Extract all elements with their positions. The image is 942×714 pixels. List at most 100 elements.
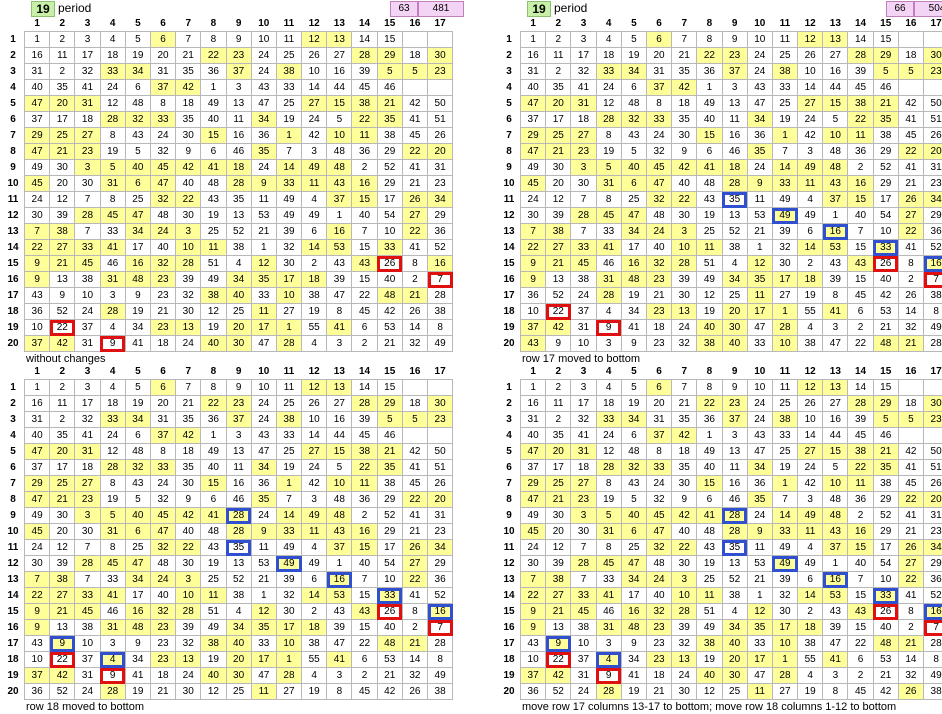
grid-cell: 1 xyxy=(747,240,772,256)
grid-cell: 8 xyxy=(596,540,621,556)
grid-cell: 35 xyxy=(251,272,276,288)
grid-cell: 15 xyxy=(848,588,873,604)
grid-cell: 11 xyxy=(352,476,377,492)
grid-cell: 6 xyxy=(150,380,175,396)
grid-cell: 7 xyxy=(571,572,596,588)
grid-cell: 16 xyxy=(823,412,848,428)
grid-cell: 17 xyxy=(125,588,150,604)
row-header: 2 xyxy=(2,396,25,412)
grid-cell: 16 xyxy=(352,524,377,540)
grid-cell: 3 xyxy=(75,32,100,48)
column-header: 1 xyxy=(25,17,50,32)
grid-cell: 24 xyxy=(302,460,327,476)
grid-cell: 38 xyxy=(352,96,377,112)
corner-cell xyxy=(498,17,521,32)
grid-cell: 41 xyxy=(402,112,427,128)
grid-cell: 6 xyxy=(798,572,823,588)
grid-cell: 16 xyxy=(25,48,50,64)
grid-cell: 27 xyxy=(50,588,75,604)
grid-cell: 39 xyxy=(327,272,352,288)
grid-cell: 52 xyxy=(428,588,453,604)
grid-cell: 35 xyxy=(747,492,772,508)
grid-cell: 26 xyxy=(428,476,453,492)
grid-cell: 14 xyxy=(302,80,327,96)
grid-cell: 40 xyxy=(176,524,201,540)
grid-cell xyxy=(924,380,942,396)
grid-cell: 10 xyxy=(176,240,201,256)
grid-cell: 1 xyxy=(772,128,797,144)
grid-cell: 35 xyxy=(251,620,276,636)
grid-cell: 13 xyxy=(722,556,747,572)
grid-cell: 35 xyxy=(873,112,898,128)
grid-cell: 31 xyxy=(646,64,671,80)
grid-cell: 33 xyxy=(276,176,301,192)
grid-cell: 38 xyxy=(428,684,453,700)
grid-cell: 37 xyxy=(25,668,50,684)
grid-cell: 24 xyxy=(798,460,823,476)
grid-cell: 8 xyxy=(428,652,453,668)
grid-cell: 14 xyxy=(402,652,427,668)
row-header: 16 xyxy=(498,620,521,636)
grid-cell: 44 xyxy=(327,428,352,444)
grid-cell: 12 xyxy=(302,32,327,48)
grid-cell: 29 xyxy=(924,556,942,572)
grid-cell: 21 xyxy=(402,176,427,192)
grid-cell: 28 xyxy=(772,668,797,684)
grid-cell: 39 xyxy=(848,64,873,80)
column-header: 1 xyxy=(25,365,50,380)
grid-cell: 13 xyxy=(226,556,251,572)
grid-cell: 16 xyxy=(327,64,352,80)
grid-cell: 9 xyxy=(25,272,50,288)
grid-cell: 15 xyxy=(352,588,377,604)
grid-cell: 30 xyxy=(75,524,100,540)
grid-cell: 53 xyxy=(747,556,772,572)
grid-cell: 4 xyxy=(596,32,621,48)
grid-cell: 25 xyxy=(276,444,301,460)
grid-cell: 12 xyxy=(697,684,722,700)
grid-cell: 43 xyxy=(823,524,848,540)
grid-cell: 41 xyxy=(898,112,923,128)
grid-cell: 12 xyxy=(697,288,722,304)
grid-cell: 3 xyxy=(302,144,327,160)
grid-cell: 52 xyxy=(546,684,571,700)
grid-cell: 6 xyxy=(798,224,823,240)
grid-cell: 47 xyxy=(25,96,50,112)
row-header: 3 xyxy=(498,64,521,80)
grid-cell: 9 xyxy=(25,620,50,636)
grid-cell: 7 xyxy=(924,272,942,288)
grid-cell: 5 xyxy=(621,144,646,160)
grid-cell: 55 xyxy=(302,652,327,668)
grid-cell: 28 xyxy=(428,288,453,304)
column-header: 4 xyxy=(100,17,125,32)
row-header: 12 xyxy=(498,208,521,224)
grid-cell: 46 xyxy=(596,604,621,620)
grid-cell: 15 xyxy=(848,620,873,636)
grid-cell: 25 xyxy=(125,540,150,556)
grid-cell: 49 xyxy=(276,540,301,556)
grid-cell: 25 xyxy=(546,128,571,144)
row-header: 14 xyxy=(498,588,521,604)
grid-cell: 41 xyxy=(402,588,427,604)
grid-cell: 34 xyxy=(226,620,251,636)
grid-cell: 43 xyxy=(352,604,377,620)
grid-cell: 24 xyxy=(150,128,175,144)
grid-cell: 12 xyxy=(100,444,125,460)
grid-cell: 30 xyxy=(75,176,100,192)
grid-cell: 23 xyxy=(646,272,671,288)
grid-cell: 10 xyxy=(798,64,823,80)
grid-cell: 28 xyxy=(75,208,100,224)
grid-cell: 5 xyxy=(898,412,923,428)
grid-cell: 6 xyxy=(201,492,226,508)
grid-cell: 34 xyxy=(125,652,150,668)
grid-cell: 30 xyxy=(924,396,942,412)
row-header: 19 xyxy=(498,668,521,684)
grid-cell: 3 xyxy=(596,636,621,652)
column-header: 7 xyxy=(176,17,201,32)
grid-cell: 43 xyxy=(327,524,352,540)
